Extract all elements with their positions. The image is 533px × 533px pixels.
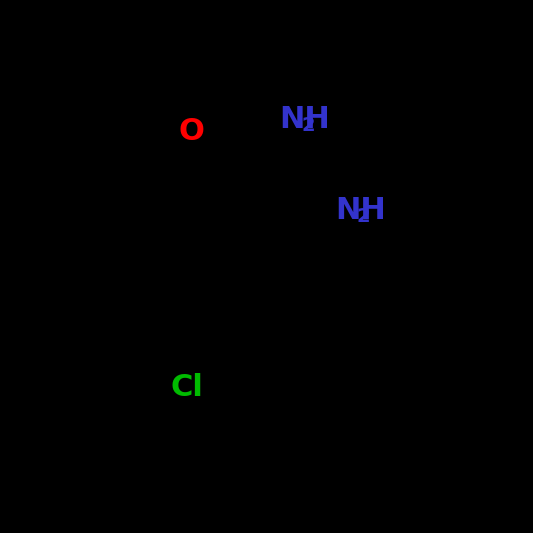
Text: 2: 2	[301, 116, 315, 135]
Text: Cl: Cl	[171, 373, 204, 402]
Text: 2: 2	[357, 207, 370, 226]
Text: O: O	[178, 117, 204, 146]
Text: NH: NH	[280, 105, 330, 134]
Text: NH: NH	[335, 196, 386, 225]
